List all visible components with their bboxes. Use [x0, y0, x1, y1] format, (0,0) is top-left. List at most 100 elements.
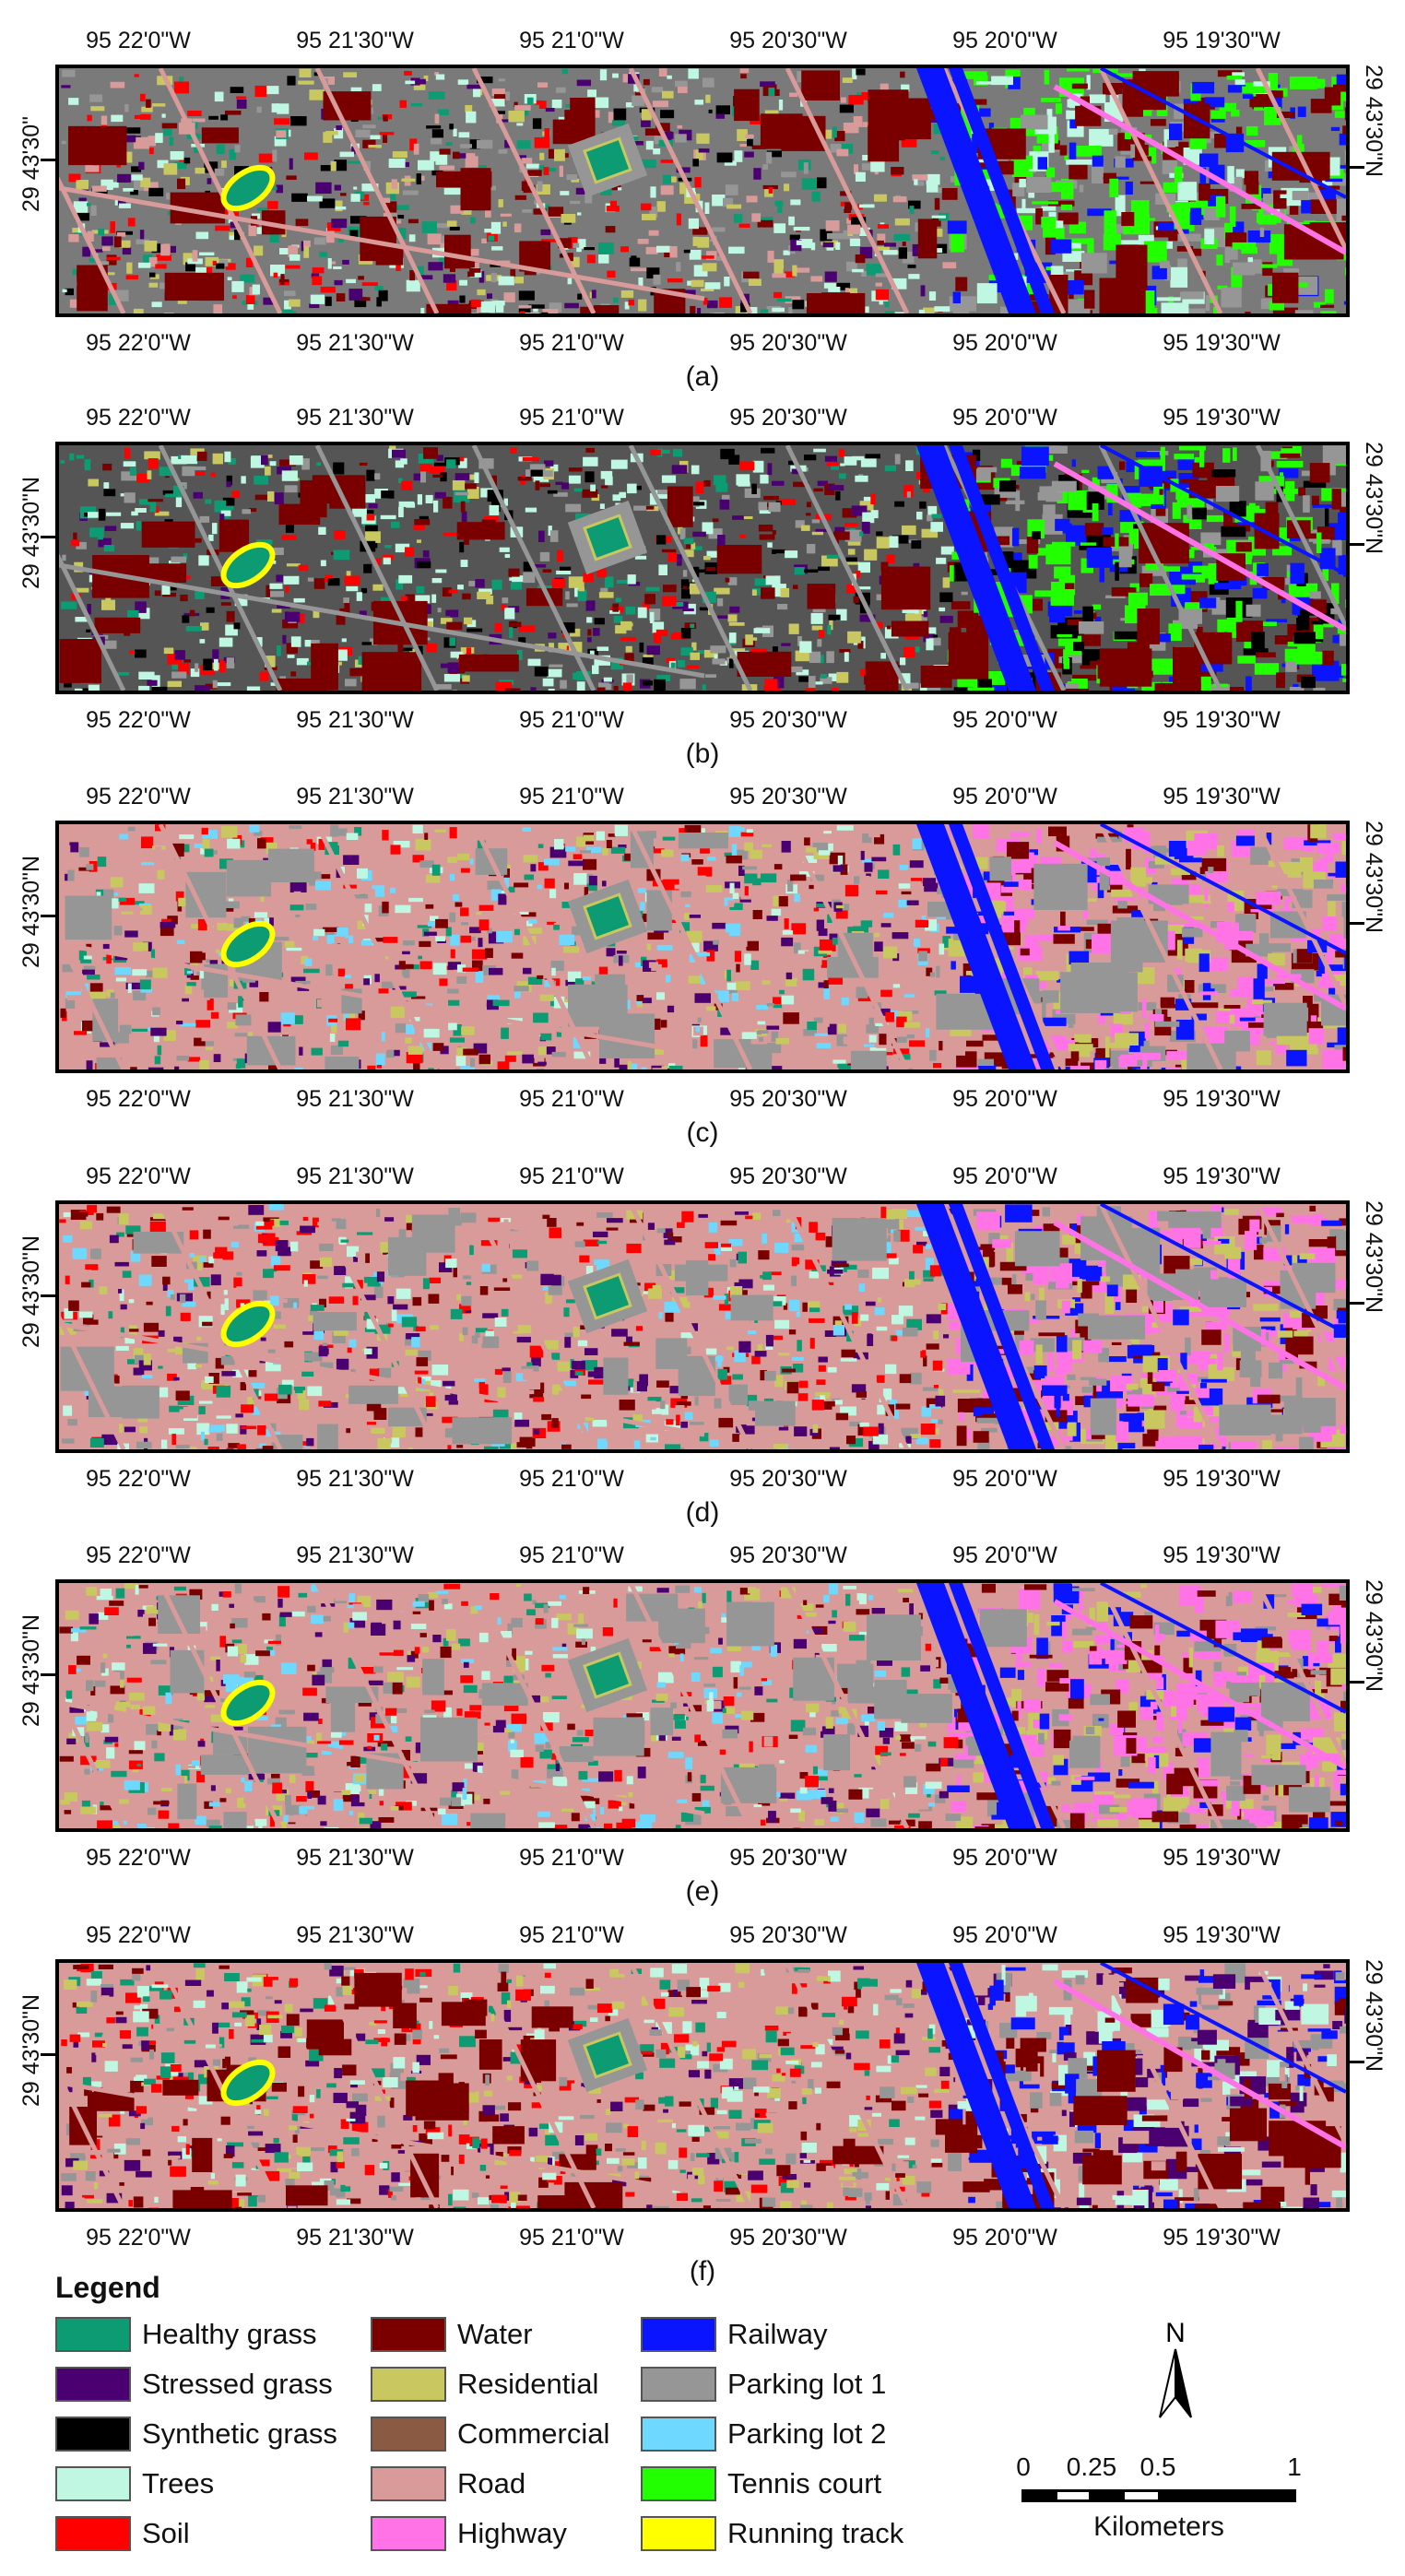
longitude-label-bottom: 95 19'30"W [1163, 330, 1281, 356]
longitude-label-bottom: 95 21'30"W [296, 1466, 414, 1492]
longitude-label-top: 95 21'0"W [519, 1922, 624, 1948]
longitude-label-bottom: 95 19'30"W [1163, 707, 1281, 733]
legend-item: Stressed grass [55, 2364, 333, 2405]
longitude-label-bottom: 95 22'0"W [86, 1466, 191, 1492]
classification-map [55, 1959, 1350, 2212]
latitude-label-right: 29 43'30"N [1361, 1200, 1387, 1314]
legend-item: Railway [641, 2314, 828, 2355]
map-panel-c: 95 22'0"W 95 22'0"W 95 21'30"W 95 21'30"W 95… [0, 774, 1405, 1148]
legend-item: Residential [371, 2364, 598, 2405]
classification-map [55, 821, 1350, 1073]
legend-swatch [371, 2416, 446, 2452]
legend-label: Soil [142, 2517, 190, 2549]
map-panel-e: 95 22'0"W 95 22'0"W 95 21'30"W 95 21'30"W 95… [0, 1533, 1405, 1907]
panel-caption: (a) [685, 361, 720, 392]
panel-caption: (e) [685, 1876, 720, 1907]
longitude-label-top: 95 21'30"W [296, 1922, 414, 1948]
longitude-label-bottom: 95 19'30"W [1163, 1086, 1281, 1112]
longitude-label-top: 95 22'0"W [86, 28, 191, 53]
longitude-label-top: 95 20'30"W [729, 405, 847, 431]
north-arrow-icon: N [1159, 2318, 1192, 2418]
longitude-label-top: 95 19'30"W [1163, 405, 1281, 431]
legend-label: Parking lot 2 [727, 2417, 887, 2450]
longitude-label-bottom: 95 19'30"W [1163, 1845, 1281, 1871]
panel-caption: (c) [686, 1117, 719, 1148]
longitude-label-bottom: 95 21'0"W [519, 1466, 624, 1492]
longitude-label-top: 95 19'30"W [1163, 1922, 1281, 1948]
legend-item: Tennis court [641, 2464, 881, 2504]
longitude-label-bottom: 95 21'0"W [519, 707, 624, 733]
legend-label: Water [457, 2318, 533, 2350]
longitude-label-top: 95 21'0"W [519, 1164, 624, 1189]
longitude-label-top: 95 20'30"W [729, 1542, 847, 1568]
longitude-label-top: 95 20'0"W [952, 28, 1057, 53]
scale-tick-0: 0 [1016, 2452, 1031, 2481]
longitude-label-top: 95 19'30"W [1163, 1164, 1281, 1189]
legend-label: Healthy grass [142, 2318, 317, 2350]
longitude-label-top: 95 20'0"W [952, 784, 1057, 809]
longitude-label-top: 95 21'0"W [519, 28, 624, 53]
panel-caption: (b) [685, 739, 720, 769]
longitude-label-bottom: 95 21'0"W [519, 1845, 624, 1871]
longitude-label-top: 95 21'0"W [519, 1542, 624, 1568]
longitude-label-bottom: 95 20'0"W [952, 1086, 1057, 1112]
latitude-label-right: 29 43'30"N [1361, 821, 1387, 934]
longitude-label-top: 95 19'30"W [1163, 28, 1281, 53]
longitude-label-top: 95 22'0"W [86, 784, 191, 809]
longitude-label-bottom: 95 19'30"W [1163, 1466, 1281, 1492]
longitude-label-bottom: 95 20'0"W [952, 2225, 1057, 2251]
longitude-label-bottom: 95 19'30"W [1163, 2225, 1281, 2251]
longitude-label-bottom: 95 21'30"W [296, 1086, 414, 1112]
longitude-label-top: 95 21'0"W [519, 405, 624, 431]
longitude-label-bottom: 95 22'0"W [86, 707, 191, 733]
longitude-label-bottom: 95 21'0"W [519, 2225, 624, 2251]
legend-item: Road [371, 2464, 525, 2504]
longitude-label-bottom: 95 20'0"W [952, 1466, 1057, 1492]
legend-label: Stressed grass [142, 2368, 333, 2400]
longitude-label-bottom: 95 22'0"W [86, 1086, 191, 1112]
latitude-tick [1350, 166, 1364, 169]
legend-label: Trees [142, 2467, 215, 2499]
legend-item: Soil [55, 2513, 190, 2554]
longitude-label-bottom: 95 20'0"W [952, 1845, 1057, 1871]
latitude-tick [1350, 1681, 1364, 1684]
legend-label: Running track [727, 2517, 904, 2549]
longitude-label-top: 95 20'0"W [952, 1922, 1057, 1948]
legend-swatch [371, 2466, 446, 2501]
longitude-label-top: 95 19'30"W [1163, 784, 1281, 809]
legend-swatch [371, 2317, 446, 2352]
latitude-tick [1350, 543, 1364, 546]
scale-tick-0-5: 0.5 [1139, 2452, 1176, 2481]
longitude-label-bottom: 95 21'30"W [296, 1845, 414, 1871]
legend-item: Commercial [371, 2414, 609, 2454]
legend-label: Tennis court [727, 2467, 882, 2499]
map-panel-b: 95 22'0"W 95 22'0"W 95 21'30"W 95 21'30"W 95… [0, 396, 1405, 769]
longitude-label-bottom: 95 22'0"W [86, 2225, 191, 2251]
longitude-label-bottom: 95 20'30"W [729, 1466, 847, 1492]
longitude-label-top: 95 22'0"W [86, 1542, 191, 1568]
legend-swatch [55, 2416, 131, 2452]
classification-map [55, 1579, 1350, 1832]
latitude-label-left: 29 43'30"N [18, 1613, 44, 1727]
scale-tick-0-25: 0.25 [1066, 2452, 1117, 2481]
longitude-label-top: 95 20'30"W [729, 1164, 847, 1189]
legend-label: Railway [727, 2318, 828, 2350]
latitude-tick [41, 1294, 55, 1297]
longitude-label-bottom: 95 21'30"W [296, 330, 414, 356]
longitude-label-top: 95 20'30"W [729, 784, 847, 809]
longitude-label-bottom: 95 20'0"W [952, 330, 1057, 356]
latitude-label-right: 29 43'30"N [1361, 1579, 1387, 1693]
classification-map [55, 65, 1350, 317]
longitude-label-bottom: 95 20'30"W [729, 1845, 847, 1871]
legend-swatch [641, 2416, 716, 2452]
longitude-label-top: 95 22'0"W [86, 1164, 191, 1189]
longitude-label-bottom: 95 20'30"W [729, 707, 847, 733]
longitude-label-bottom: 95 21'30"W [296, 2225, 414, 2251]
map-panel-f: 95 22'0"W 95 22'0"W 95 21'30"W 95 21'30"W 95… [0, 1913, 1405, 2286]
longitude-label-bottom: 95 20'30"W [729, 1086, 847, 1112]
legend-swatch [55, 2516, 131, 2551]
legend-item: Parking lot 1 [641, 2364, 886, 2405]
longitude-label-top: 95 20'30"W [729, 1922, 847, 1948]
latitude-tick [41, 2053, 55, 2056]
longitude-label-bottom: 95 22'0"W [86, 1845, 191, 1871]
